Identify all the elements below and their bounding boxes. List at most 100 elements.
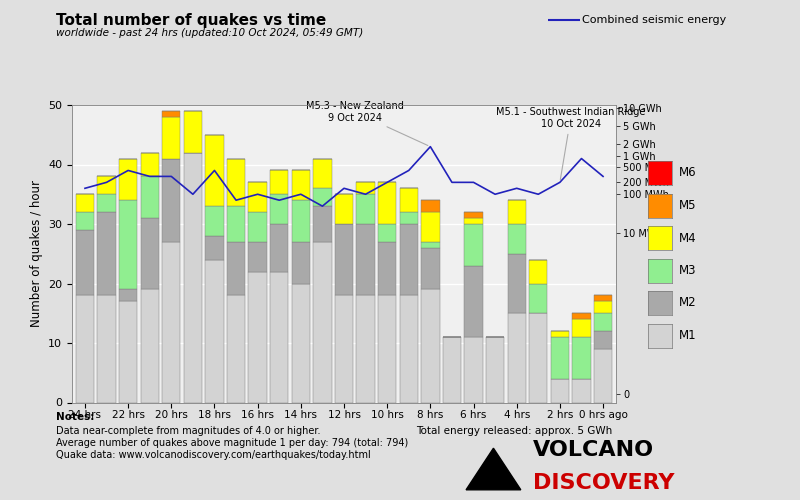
Text: Total energy released: approx. 5 GWh: Total energy released: approx. 5 GWh bbox=[416, 426, 612, 436]
Bar bbox=[357, 194, 374, 224]
Bar bbox=[421, 200, 439, 212]
Bar bbox=[507, 200, 526, 224]
Bar bbox=[335, 194, 353, 224]
Bar bbox=[270, 170, 289, 194]
Bar bbox=[98, 212, 116, 296]
Bar bbox=[292, 284, 310, 403]
Bar bbox=[292, 200, 310, 242]
Bar bbox=[594, 302, 612, 313]
Text: M5: M5 bbox=[678, 199, 696, 212]
Bar bbox=[378, 224, 396, 242]
Bar bbox=[206, 236, 224, 260]
Bar bbox=[141, 176, 159, 218]
Text: worldwide - past 24 hrs (updated:10 Oct 2024, 05:49 GMT): worldwide - past 24 hrs (updated:10 Oct … bbox=[56, 28, 363, 38]
Bar bbox=[399, 224, 418, 296]
Bar bbox=[270, 224, 289, 272]
Bar bbox=[357, 224, 374, 296]
Bar bbox=[335, 224, 353, 296]
Bar bbox=[594, 331, 612, 349]
Polygon shape bbox=[466, 448, 521, 490]
Bar bbox=[572, 319, 590, 337]
Bar bbox=[76, 296, 94, 403]
Text: Combined seismic energy: Combined seismic energy bbox=[582, 15, 726, 25]
Bar bbox=[162, 242, 181, 402]
Bar bbox=[249, 242, 267, 272]
Text: M2: M2 bbox=[678, 296, 696, 310]
Bar bbox=[421, 212, 439, 242]
Bar bbox=[162, 158, 181, 242]
Bar bbox=[572, 313, 590, 319]
Bar bbox=[184, 152, 202, 402]
Bar bbox=[550, 337, 569, 378]
Bar bbox=[76, 212, 94, 230]
Bar bbox=[399, 212, 418, 224]
Bar bbox=[594, 296, 612, 302]
Bar bbox=[421, 242, 439, 248]
Bar bbox=[184, 111, 202, 152]
Bar bbox=[162, 111, 181, 117]
Text: M4: M4 bbox=[678, 232, 696, 244]
Bar bbox=[98, 176, 116, 194]
Bar bbox=[249, 212, 267, 242]
Bar bbox=[119, 290, 138, 302]
Bar bbox=[507, 254, 526, 313]
Bar bbox=[119, 200, 138, 290]
Text: VOLCANO: VOLCANO bbox=[533, 440, 654, 460]
Bar bbox=[507, 224, 526, 254]
Bar bbox=[249, 272, 267, 402]
Bar bbox=[249, 182, 267, 212]
Bar bbox=[227, 296, 246, 403]
Bar bbox=[227, 206, 246, 242]
Bar bbox=[464, 266, 482, 337]
Bar bbox=[464, 337, 482, 402]
Bar bbox=[378, 182, 396, 224]
Bar bbox=[314, 158, 331, 188]
Bar bbox=[98, 296, 116, 403]
Text: DISCOVERY: DISCOVERY bbox=[533, 474, 674, 494]
Bar bbox=[594, 313, 612, 331]
Bar bbox=[141, 290, 159, 403]
Bar bbox=[529, 313, 547, 402]
Text: Notes:: Notes: bbox=[56, 412, 94, 422]
Bar bbox=[442, 337, 461, 402]
Bar bbox=[314, 206, 331, 242]
Bar bbox=[292, 170, 310, 200]
Bar bbox=[76, 230, 94, 296]
Bar bbox=[76, 194, 94, 212]
Bar bbox=[119, 158, 138, 200]
Bar bbox=[399, 296, 418, 403]
Bar bbox=[421, 248, 439, 290]
Bar bbox=[206, 206, 224, 236]
Text: M5.1 - Southwest Indian Ridge
10 Oct 2024: M5.1 - Southwest Indian Ridge 10 Oct 202… bbox=[496, 107, 646, 180]
Bar bbox=[529, 284, 547, 313]
Bar bbox=[399, 188, 418, 212]
Y-axis label: Number of quakes / hour: Number of quakes / hour bbox=[30, 180, 42, 327]
Bar bbox=[357, 296, 374, 403]
Text: M6: M6 bbox=[678, 166, 696, 179]
Bar bbox=[119, 302, 138, 402]
Bar bbox=[292, 242, 310, 284]
Bar bbox=[206, 260, 224, 402]
Bar bbox=[529, 260, 547, 283]
Bar bbox=[550, 378, 569, 402]
Bar bbox=[378, 242, 396, 296]
Bar bbox=[270, 272, 289, 402]
Bar bbox=[464, 218, 482, 224]
Bar bbox=[421, 290, 439, 403]
Bar bbox=[486, 337, 504, 402]
Bar bbox=[314, 242, 331, 402]
Bar bbox=[378, 296, 396, 403]
Text: M3: M3 bbox=[678, 264, 696, 277]
Bar bbox=[314, 188, 331, 206]
Bar bbox=[357, 182, 374, 194]
Bar bbox=[227, 158, 246, 206]
Bar bbox=[464, 212, 482, 218]
Text: Quake data: www.volcanodiscovery.com/earthquakes/today.html: Quake data: www.volcanodiscovery.com/ear… bbox=[56, 450, 370, 460]
Bar bbox=[464, 224, 482, 266]
Bar bbox=[335, 296, 353, 403]
Bar bbox=[98, 194, 116, 212]
Bar bbox=[572, 337, 590, 378]
Bar bbox=[162, 117, 181, 158]
Bar bbox=[141, 218, 159, 290]
Bar bbox=[594, 349, 612, 403]
